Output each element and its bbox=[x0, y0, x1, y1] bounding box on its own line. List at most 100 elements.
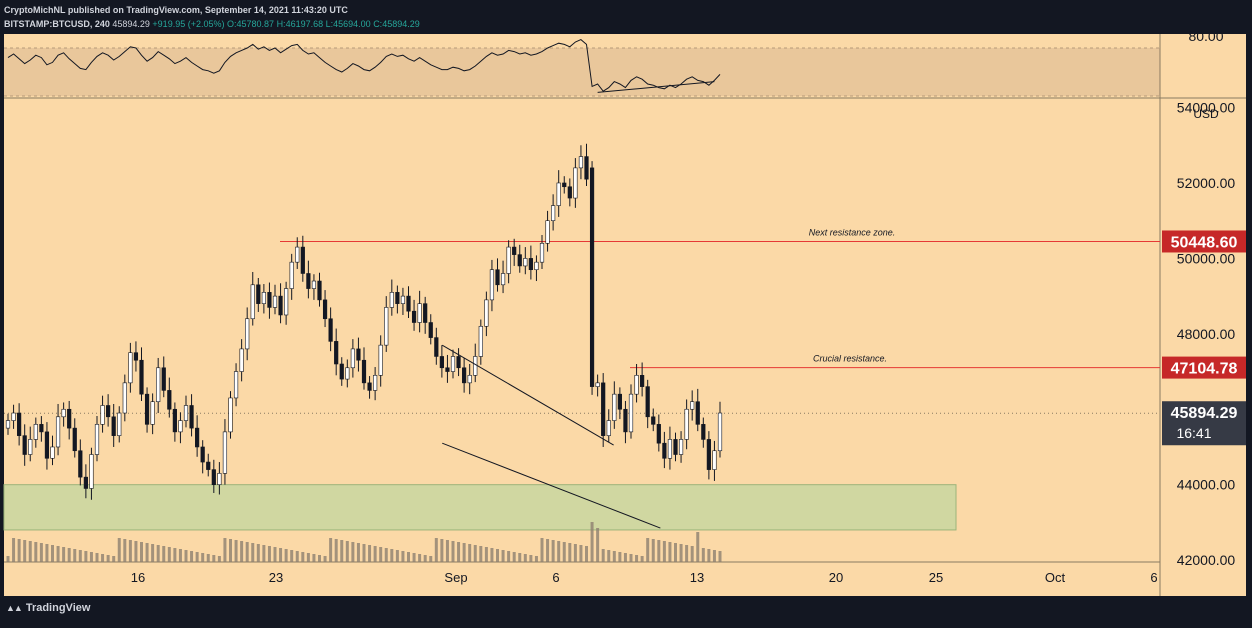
candle bbox=[100, 405, 105, 425]
volume-bar bbox=[718, 551, 722, 562]
candle bbox=[523, 258, 528, 267]
volume-bar bbox=[407, 552, 410, 562]
x-tick-label: Oct bbox=[1045, 570, 1066, 585]
candle bbox=[534, 261, 539, 271]
resistance-price-label: 47104.78 bbox=[1171, 361, 1238, 378]
candle bbox=[601, 382, 606, 436]
candle bbox=[606, 420, 611, 436]
candle bbox=[656, 424, 661, 444]
candle bbox=[161, 367, 166, 391]
volume-bar bbox=[217, 556, 221, 562]
candle bbox=[50, 446, 55, 459]
candle bbox=[495, 269, 500, 286]
candle bbox=[578, 156, 584, 169]
candle bbox=[545, 220, 550, 244]
candle bbox=[473, 356, 478, 376]
candle bbox=[250, 284, 255, 320]
volume-bar bbox=[473, 545, 477, 562]
volume-bar bbox=[212, 555, 216, 562]
volume-bar bbox=[295, 551, 299, 562]
rsi-tick-label: 80.00 bbox=[1188, 28, 1223, 44]
candle bbox=[83, 476, 88, 489]
candle bbox=[289, 261, 294, 289]
candle bbox=[17, 412, 22, 436]
volume-bar bbox=[696, 532, 700, 562]
candle bbox=[94, 424, 100, 455]
candle bbox=[623, 408, 628, 433]
volume-bar bbox=[178, 549, 182, 562]
candle bbox=[150, 401, 155, 425]
volume-bar bbox=[173, 548, 177, 562]
price-pane: Next resistance zone. Crucial resistance. bbox=[3, 34, 1246, 596]
candle bbox=[395, 292, 400, 304]
volume-bar bbox=[112, 556, 116, 562]
y-axis: 54000.00 52000.00 50000.00 48000.00 44000.00… bbox=[1177, 28, 1236, 568]
candle bbox=[256, 284, 261, 304]
candle bbox=[556, 182, 561, 206]
candle bbox=[328, 318, 333, 342]
low-value: L:45694.00 bbox=[325, 19, 371, 29]
volume-bar bbox=[368, 545, 372, 562]
volume-bar bbox=[585, 546, 588, 562]
candle bbox=[406, 295, 411, 312]
candle bbox=[356, 348, 361, 361]
candle bbox=[378, 344, 383, 376]
volume-bar bbox=[457, 542, 461, 562]
candle bbox=[478, 325, 483, 357]
candle bbox=[28, 439, 33, 455]
volume-bar bbox=[240, 541, 244, 562]
volume-bar bbox=[423, 555, 427, 562]
volume-bar bbox=[379, 547, 383, 562]
volume-bar bbox=[701, 548, 705, 562]
candle bbox=[678, 439, 684, 455]
volume-bar bbox=[323, 556, 327, 562]
volume-bar bbox=[284, 549, 288, 562]
volume-bar bbox=[156, 545, 160, 562]
high-value: H:46197.68 bbox=[276, 19, 324, 29]
volume-pane bbox=[6, 522, 722, 562]
candle bbox=[228, 397, 233, 433]
volume-bar bbox=[679, 544, 683, 562]
volume-bar bbox=[635, 555, 639, 562]
candle bbox=[239, 348, 244, 372]
candle bbox=[411, 310, 417, 323]
volume-bar bbox=[596, 528, 600, 562]
candle bbox=[5, 420, 11, 429]
volume-bar bbox=[579, 545, 583, 562]
volume-bar bbox=[345, 541, 349, 562]
volume-bar bbox=[657, 540, 661, 562]
candle bbox=[322, 299, 328, 320]
candle bbox=[645, 386, 650, 418]
footer bbox=[0, 596, 1252, 628]
candle bbox=[272, 295, 278, 308]
close-value: C:45894.29 bbox=[373, 19, 420, 29]
candle bbox=[111, 416, 116, 436]
volume-bar bbox=[256, 544, 260, 562]
candle bbox=[195, 427, 200, 448]
volume-bar bbox=[312, 554, 316, 562]
rsi-divergence-line bbox=[597, 81, 715, 93]
volume-bar bbox=[518, 553, 522, 562]
volume-bar bbox=[390, 549, 394, 562]
volume-bar bbox=[67, 548, 71, 562]
candle bbox=[662, 442, 667, 459]
candle bbox=[189, 405, 194, 429]
volume-bar bbox=[690, 546, 694, 562]
open-value: O:45780.87 bbox=[227, 19, 275, 29]
candle bbox=[684, 408, 689, 440]
x-tick-label: 6 bbox=[1150, 570, 1157, 585]
volume-bar bbox=[106, 555, 110, 562]
candle bbox=[167, 390, 172, 410]
volume-bar bbox=[646, 538, 650, 562]
volume-bar bbox=[162, 546, 166, 562]
volume-bar bbox=[501, 550, 505, 562]
volume-bar bbox=[245, 542, 249, 562]
y-tick-label: 42000.00 bbox=[1177, 552, 1236, 568]
resistance-price-box bbox=[1162, 230, 1246, 253]
volume-bar bbox=[356, 543, 360, 562]
candle bbox=[456, 356, 461, 369]
volume-bar bbox=[140, 542, 143, 562]
candle bbox=[72, 427, 77, 452]
volume-bar bbox=[134, 541, 138, 562]
